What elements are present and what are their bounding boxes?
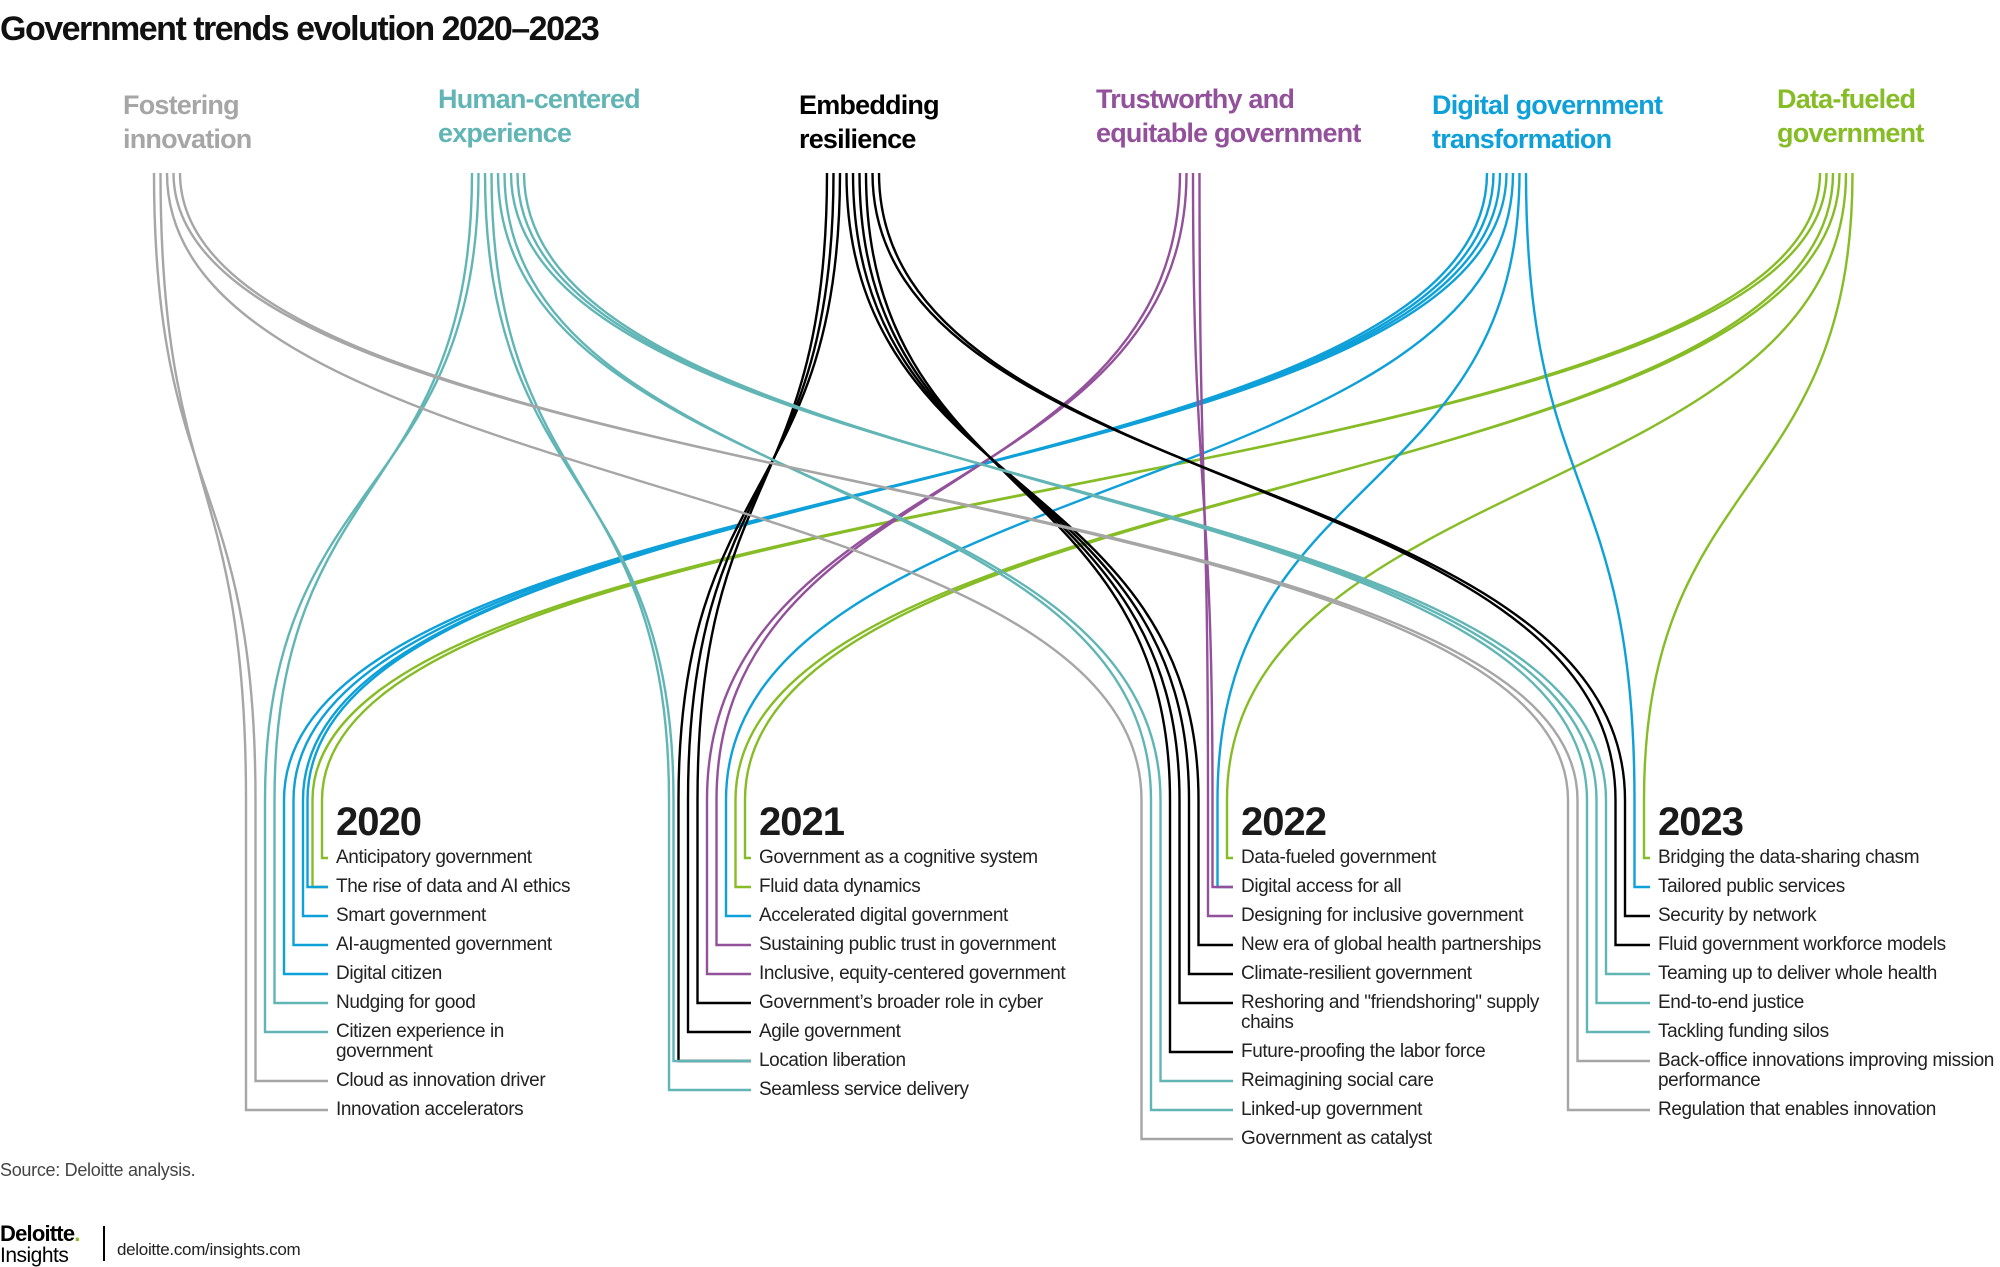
trend-item: Innovation accelerators: [336, 1099, 524, 1120]
connector-resilience: [877, 172, 1650, 947]
trend-item: End-to-end justice: [1658, 992, 1804, 1013]
connector-resilience: [864, 172, 1233, 1054]
deloitte-insights-logo: Deloitte. Insights: [0, 1221, 80, 1267]
trend-item: Fluid government workforce models: [1658, 934, 1946, 955]
logo-dot: .: [74, 1221, 80, 1246]
trend-item: Digital citizen: [336, 963, 442, 984]
theme-data: Data-fueled government: [1777, 84, 1924, 148]
connector-resilience: [677, 172, 842, 1063]
trend-item: AI-augmented government: [336, 934, 552, 955]
connector-fostering: [165, 172, 1233, 1141]
connector-human: [503, 172, 1233, 1112]
year-column-2022: 2022 Data-fueled government Digital access…: [1241, 800, 1541, 1158]
site-link[interactable]: deloitte.com/insights.com: [117, 1240, 301, 1259]
trend-item: Sustaining public trust in government: [759, 934, 1056, 955]
trend-item: Teaming up to deliver whole health: [1658, 963, 1937, 984]
trend-item: Inclusive, equity-centered government: [759, 963, 1066, 984]
theme-fostering: Fostering innovation: [123, 90, 252, 154]
connector-digital: [1524, 172, 1650, 889]
trend-item: Regulation that enables innovation: [1658, 1099, 1936, 1120]
logo-divider: [103, 1226, 105, 1261]
trend-item: Linked-up government: [1241, 1099, 1423, 1120]
trend-item: Nudging for good: [336, 992, 476, 1013]
trend-item: Reshoring and "friendshoring" supply cha…: [1241, 992, 1539, 1033]
connector-human: [273, 172, 474, 1005]
connector-human: [490, 172, 751, 1092]
trend-item: Smart government: [336, 905, 486, 926]
trend-item: Designing for inclusive government: [1241, 905, 1524, 926]
trend-item: Reimagining social care: [1241, 1070, 1434, 1091]
theme-resilience: Embedding resilience: [799, 90, 940, 154]
year-column-2023: 2023 Bridging the data-sharing chasm Tailo…: [1658, 800, 1998, 1129]
year-heading: 2022: [1241, 800, 1327, 844]
trend-item: Government’s broader role in cyber: [759, 992, 1043, 1013]
connector-trust: [1198, 172, 1233, 918]
year-heading: 2020: [336, 800, 422, 844]
connector-digital: [306, 172, 1489, 889]
trend-item: Back-office innovations improving missio…: [1658, 1050, 1994, 1091]
year-column-2020: 2020 Anticipatory government The rise of d…: [336, 800, 596, 1129]
trend-item: Future-proofing the labor force: [1241, 1041, 1486, 1062]
connector-resilience: [851, 172, 1233, 976]
connector-resilience: [845, 172, 1233, 947]
logo-sub: Insights: [0, 1244, 69, 1267]
theme-trust: Trustworthy and equitable government: [1096, 84, 1361, 148]
year-heading: 2023: [1658, 800, 1744, 844]
trend-item: Citizen experience in government: [336, 1021, 504, 1062]
connector-data: [734, 172, 1841, 889]
connector-data: [1642, 172, 1854, 860]
connector-resilience: [858, 172, 1233, 1005]
trend-item: New era of global health partnerships: [1241, 934, 1541, 955]
connector-data: [320, 172, 1822, 860]
connector-human: [522, 172, 1650, 1034]
trend-item: Digital access for all: [1241, 876, 1402, 897]
connector-resilience: [686, 172, 835, 1034]
connector-trust: [705, 172, 1188, 976]
connector-resilience: [696, 172, 829, 1005]
trend-item: Government as a cognitive system: [759, 847, 1038, 868]
trend-item: Tailored public services: [1658, 876, 1845, 897]
connector-data: [1225, 172, 1848, 860]
trend-item: The rise of data and AI ethics: [336, 876, 571, 897]
trend-item: Agile government: [759, 1021, 901, 1042]
trend-item: Anticipatory government: [336, 847, 532, 868]
connector-digital: [724, 172, 1515, 918]
theme-human: Human-centered experience: [438, 84, 641, 148]
source-note: Source: Deloitte analysis.: [0, 1160, 196, 1180]
page-title: Government trends evolution 2020–2023: [0, 10, 600, 48]
trend-item: Accelerated digital government: [759, 905, 1008, 926]
year-heading: 2021: [759, 800, 845, 844]
trend-item: Location liberation: [759, 1050, 906, 1071]
connector-data: [311, 172, 1828, 889]
trend-item: Government as catalyst: [1241, 1128, 1432, 1149]
trend-item: Seamless service delivery: [759, 1079, 969, 1100]
trend-item: Security by network: [1658, 905, 1817, 926]
year-column-2021: 2021 Government as a cognitive system Flui…: [759, 800, 1079, 1109]
connector-fostering: [178, 172, 1650, 1112]
trend-item: Data-fueled government: [1241, 847, 1437, 868]
connector-digital: [1216, 172, 1521, 889]
connector-fostering: [159, 172, 328, 1112]
trend-item: Tackling funding silos: [1658, 1021, 1829, 1042]
logo-brand: Deloitte: [0, 1221, 75, 1246]
theme-digital: Digital government transformation: [1432, 90, 1663, 154]
trend-item: Cloud as innovation driver: [336, 1070, 546, 1091]
connector-fostering: [152, 172, 328, 1083]
connector-human: [263, 172, 480, 1034]
trend-item: Bridging the data-sharing chasm: [1658, 847, 1920, 868]
trend-item: Fluid data dynamics: [759, 876, 921, 897]
trend-item: Climate-resilient government: [1241, 963, 1472, 984]
